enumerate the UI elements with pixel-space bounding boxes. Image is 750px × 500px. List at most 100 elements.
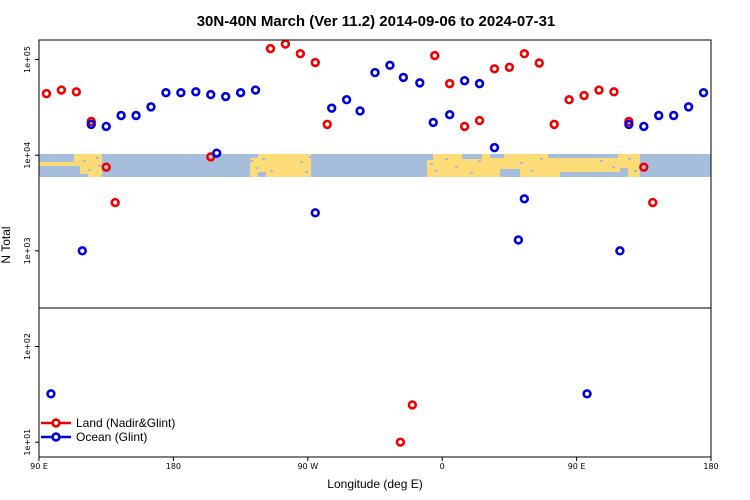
land-point [41, 88, 52, 99]
chart-title: 30N-40N March (Ver 11.2) 2014-09-06 to 2… [197, 13, 556, 30]
land-point [489, 64, 500, 74]
ocean-point [615, 246, 625, 256]
map-ocean-speck [83, 160, 86, 162]
ocean-point [116, 110, 126, 121]
land-point [395, 437, 406, 447]
ocean-point [428, 117, 438, 128]
ocean-point [398, 72, 409, 83]
land-point [265, 43, 276, 54]
ocean-point [519, 194, 530, 204]
legend-marker [51, 432, 61, 442]
map-ocean-speck [600, 160, 603, 162]
map-ocean-speck [540, 158, 543, 160]
map-ocean-speck [634, 170, 637, 172]
map-ocean-speck [250, 160, 253, 162]
map-ocean-speck [520, 162, 523, 164]
map-ocean-speck [430, 163, 433, 165]
land-point [101, 162, 111, 172]
land-point [474, 115, 485, 126]
y-tick-label: 1e+04 [23, 142, 32, 169]
y-axis-label: N Total [0, 226, 13, 263]
map-ocean-area [311, 154, 427, 177]
map-ocean-area [427, 154, 433, 160]
ocean-point [415, 78, 425, 88]
x-axis: 90 E 180 90 W 0 90 E 180 [30, 457, 719, 471]
land-point [71, 87, 82, 97]
map-ocean-area [462, 154, 482, 159]
ocean-point [220, 91, 231, 102]
map-ocean-speck [262, 158, 265, 160]
ocean-point [146, 102, 156, 112]
y-tick-label: 1e+02 [23, 333, 32, 360]
ocean-point [444, 110, 455, 120]
y-tick-label: 1e+05 [23, 46, 32, 73]
x-axis-label: Longitude (deg E) [327, 477, 422, 491]
land-point [639, 162, 649, 172]
land-point [534, 58, 544, 68]
map-ocean-area [102, 154, 250, 177]
ocean-point [77, 246, 88, 256]
map-ocean-speck [530, 170, 533, 172]
map-ocean-speck [104, 158, 107, 160]
map-ocean-speck [470, 172, 473, 174]
map-ocean-speck [308, 156, 311, 158]
ocean-point [582, 389, 592, 399]
land-point [110, 197, 120, 208]
land-point [295, 49, 306, 59]
land-point [504, 62, 515, 72]
y-axis: 1e+05 1e+04 1e+03 1e+02 1e+01 [23, 46, 39, 456]
map-ocean-speck [88, 169, 91, 171]
ocean-point [639, 121, 649, 132]
map-ocean-area [500, 169, 520, 177]
land-point [430, 50, 440, 61]
ocean-point [654, 110, 664, 121]
y-tick-label: 1e+03 [23, 237, 32, 264]
map-ocean-speck [98, 165, 101, 167]
legend-marker [51, 418, 61, 428]
ocean-point [668, 110, 679, 121]
map-ocean-speck [300, 161, 303, 163]
land-point [519, 49, 530, 59]
land-point [609, 87, 619, 97]
land-point [310, 57, 320, 68]
ocean-point [46, 389, 56, 399]
ocean-point [370, 67, 380, 78]
map-ocean-speck [305, 171, 308, 173]
ocean-point [683, 102, 694, 112]
legend-label: Land (Nadir&Glint) [76, 416, 175, 430]
ocean-point [310, 208, 320, 218]
ocean-point [326, 103, 337, 113]
ocean-point [513, 235, 524, 245]
ocean-point [176, 88, 186, 98]
land-point [549, 119, 559, 130]
ocean-point [131, 110, 141, 121]
land-point [56, 85, 67, 95]
land-point [648, 197, 658, 208]
ocean-point [624, 119, 634, 130]
ocean-point [101, 121, 111, 132]
map-ocean-speck [612, 166, 615, 168]
map-ocean-speck [628, 158, 631, 160]
map-ocean-area [39, 154, 74, 162]
land-point [322, 119, 332, 130]
ocean-point [235, 88, 246, 98]
map-ocean-area [80, 174, 88, 177]
ocean-point [161, 88, 171, 98]
x-tick-label: 90 E [30, 462, 48, 471]
land-point [459, 121, 470, 132]
land-point [280, 39, 291, 49]
ocean-point [698, 88, 709, 98]
ocean-point [212, 148, 222, 158]
map-ocean-area [620, 168, 628, 177]
ocean-point [355, 106, 365, 116]
legend-label: Ocean (Glint) [76, 430, 147, 444]
x-tick-label: 180 [166, 462, 181, 471]
map-ocean-speck [270, 170, 273, 172]
map-ocean-area [548, 154, 618, 158]
ocean-point [489, 142, 500, 153]
x-tick-label: 90 W [297, 462, 318, 471]
map-ocean-speck [435, 170, 438, 172]
ocean-point [250, 85, 261, 95]
map-ocean-area [640, 154, 711, 177]
